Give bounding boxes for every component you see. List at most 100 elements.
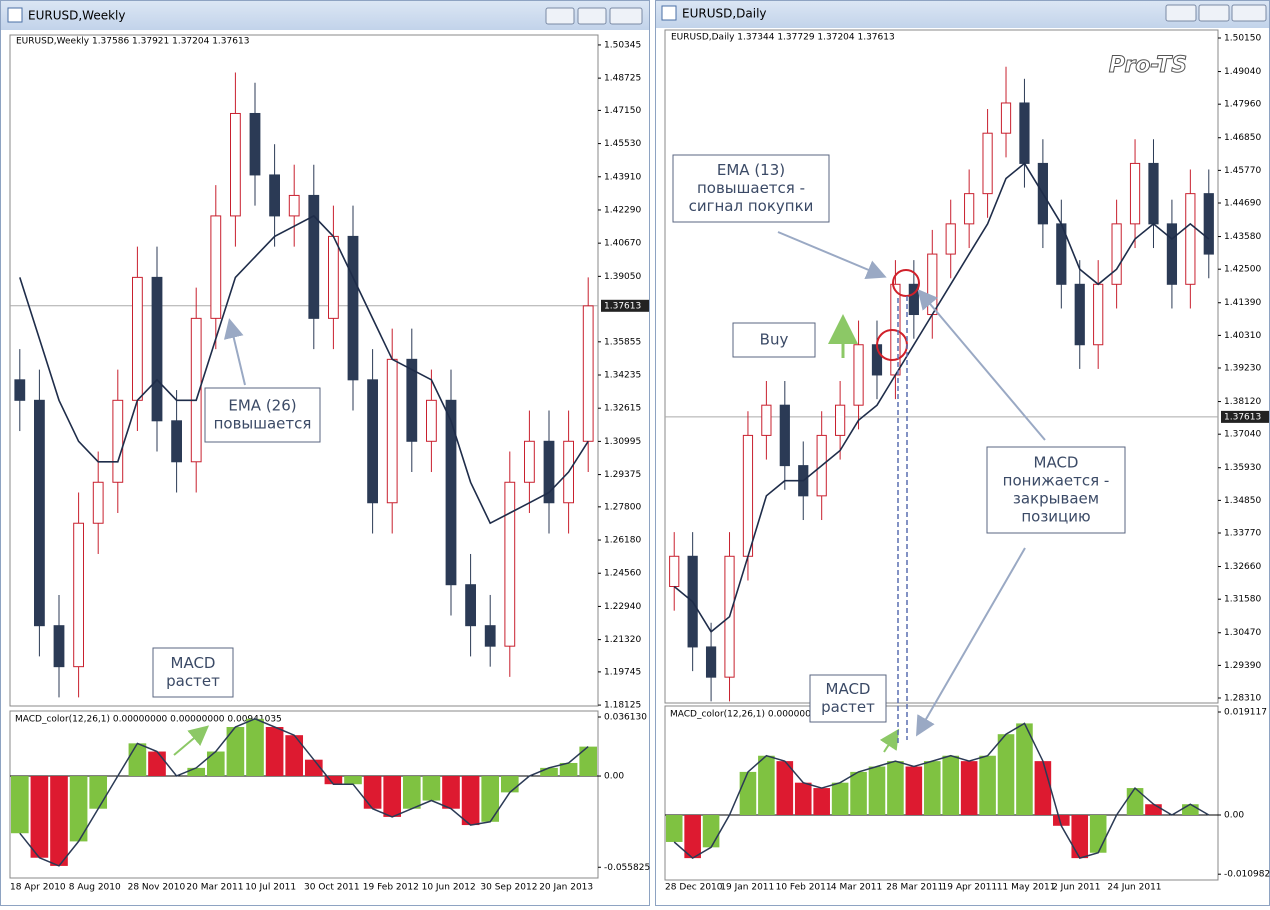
weekly-window: EURUSD,Weekly EURUSD,Weekly 1.37586 1.37… — [9, 9, 650, 893]
candle-body — [853, 344, 864, 406]
x-tick-label: 30 Oct 2011 — [304, 883, 360, 893]
y-tick-label: 1.42500 — [1224, 265, 1261, 275]
candle-body — [465, 584, 477, 627]
candle-body — [964, 193, 975, 225]
candle-body — [386, 358, 398, 504]
y-tick-label: 1.30995 — [604, 437, 641, 447]
y-tick-label: 1.22940 — [604, 602, 641, 612]
macd-y-tick-label: -0.055825 — [604, 863, 650, 873]
macd-bar — [702, 815, 720, 848]
candle-body — [835, 404, 846, 436]
x-tick-label: 20 Jan 2013 — [539, 883, 593, 893]
annotation-text: повышается - — [697, 179, 805, 197]
y-tick-label: 1.40670 — [604, 239, 641, 249]
macd-bar — [226, 727, 245, 777]
maximize-button[interactable] — [1198, 4, 1230, 22]
candle-body — [1148, 162, 1159, 225]
macd-bar — [540, 767, 558, 777]
candle-body — [288, 194, 300, 217]
close-button[interactable] — [609, 7, 643, 25]
y-tick-label: 1.21320 — [604, 635, 641, 645]
candle-body — [669, 555, 680, 588]
macd-bar — [206, 751, 225, 777]
watermark: Pro-TS — [1109, 53, 1187, 78]
current-price-box — [601, 299, 649, 312]
candle-body — [1000, 102, 1012, 134]
macd-label: MACD_color(12,26,1) 0.00000000 — [670, 710, 823, 720]
candle-body — [524, 440, 535, 483]
candle-body — [1185, 193, 1196, 285]
x-tick-label: 18 Apr 2010 — [10, 883, 66, 893]
macd-bar — [128, 743, 147, 777]
candle-body — [347, 235, 359, 381]
macd-bar — [481, 776, 500, 822]
candle-body — [112, 399, 124, 483]
macd-bar — [887, 761, 904, 816]
close-button[interactable] — [1231, 4, 1267, 22]
annotation-box — [204, 387, 321, 443]
candle-body — [426, 399, 437, 442]
y-tick-label: 1.32660 — [1224, 562, 1261, 572]
candle-body — [367, 379, 379, 504]
x-tick-label: 19 Apr 2011 — [942, 883, 998, 893]
candle-body — [73, 522, 84, 668]
x-tick-label: 28 Dec 2010 — [665, 883, 723, 893]
macd-bar — [383, 776, 402, 817]
y-tick-label: 1.30470 — [1224, 628, 1261, 638]
candle-body — [328, 235, 339, 319]
macd-bar — [665, 815, 683, 842]
y-tick-label: 1.50150 — [1224, 34, 1261, 44]
maximize-button[interactable] — [577, 7, 607, 25]
y-tick-label: 1.26180 — [604, 536, 641, 546]
window-title: EURUSD,Weekly — [28, 9, 125, 23]
minimize-button[interactable] — [545, 7, 575, 25]
macd-bar — [187, 767, 206, 777]
candle-body — [1111, 223, 1122, 285]
annotation-text: растет — [821, 698, 875, 716]
annotation-text: закрываем — [1013, 490, 1099, 508]
candle-body — [445, 399, 457, 586]
candle-body — [34, 399, 45, 627]
y-tick-label: 1.35855 — [604, 337, 641, 347]
annotation-text: растет — [166, 672, 220, 690]
candle-body — [249, 112, 261, 176]
macd-bar — [422, 776, 441, 801]
annotation-text: Buy — [760, 331, 789, 349]
annotation-text: MACD — [826, 680, 871, 698]
macd-label: MACD_color(12,26,1) 0.00000000 0.0000000… — [15, 715, 282, 725]
macd-line — [673, 722, 1210, 860]
macd-bar — [960, 761, 978, 816]
macd-bar — [942, 755, 960, 816]
y-tick-label: 1.34235 — [604, 371, 641, 381]
y-tick-label: 1.50345 — [604, 40, 641, 50]
macd-bar — [402, 776, 421, 809]
price-pane — [664, 29, 1219, 704]
candle-body — [742, 434, 754, 557]
annotation-box — [809, 674, 887, 723]
candle-body — [92, 481, 104, 524]
annotation-arrows — [173, 231, 1046, 756]
macd-bar — [285, 735, 304, 777]
annotation-text: EMA (13) — [717, 161, 785, 179]
y-tick-label: 1.31580 — [1224, 595, 1261, 605]
macd-bar — [850, 771, 867, 816]
macd-bar — [1089, 815, 1107, 853]
y-tick-label: 1.37040 — [1224, 430, 1261, 440]
candle-body — [582, 305, 594, 442]
minimize-button[interactable] — [1165, 4, 1197, 22]
y-tick-label: 1.47150 — [604, 106, 641, 116]
annotation-box — [152, 647, 234, 698]
macd-bar — [1016, 723, 1033, 816]
x-tick-label: 8 Aug 2010 — [69, 883, 121, 893]
y-tick-label: 1.29390 — [1224, 661, 1261, 671]
y-tick-label: 1.33770 — [1224, 529, 1261, 539]
y-tick-label: 1.34850 — [1224, 496, 1261, 506]
macd-bar — [831, 782, 849, 816]
candle-body — [761, 404, 772, 436]
macd-bar — [442, 776, 460, 809]
macd-bar — [50, 776, 68, 866]
macd-bar — [579, 746, 598, 777]
y-tick-label: 1.43580 — [1224, 232, 1261, 242]
window-title: EURUSD,Daily — [682, 7, 767, 21]
